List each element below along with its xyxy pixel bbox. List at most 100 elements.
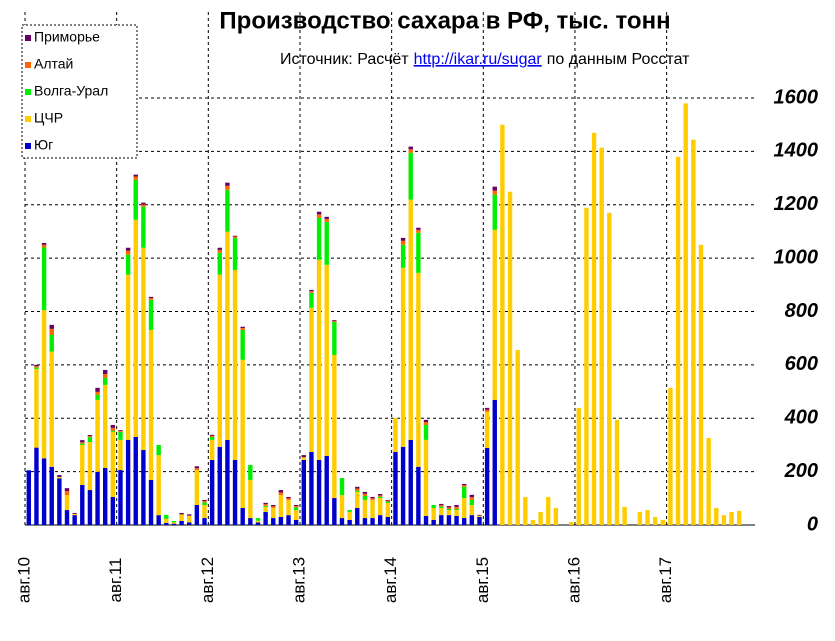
bar-segment <box>736 510 742 525</box>
bar-segment <box>316 217 322 260</box>
bar-segment <box>462 486 467 499</box>
bar-segment <box>240 326 245 329</box>
legend: Приморье Алтай Волга-Урал ЦЧР Юг <box>21 24 138 159</box>
bar-segment <box>362 499 368 519</box>
bar-segment <box>103 373 108 378</box>
bar-segment <box>217 274 222 447</box>
bar-segment <box>507 191 513 525</box>
bar-segment <box>393 451 398 525</box>
bar-segment <box>125 274 131 440</box>
bar-segment <box>439 505 444 507</box>
bar-segment <box>339 518 345 525</box>
y-tick-label: 800 <box>785 300 818 322</box>
bar-segment <box>484 407 490 410</box>
bar-segment <box>400 244 406 268</box>
bar-segment <box>133 179 138 220</box>
bar-segment <box>271 506 276 508</box>
bar-segment <box>187 515 192 523</box>
bar-segment <box>500 124 505 525</box>
bar-segment <box>416 227 421 230</box>
bar-segment <box>263 511 268 525</box>
bar-segment <box>41 244 47 248</box>
bar-segment <box>637 511 643 525</box>
bar-segment <box>546 496 551 525</box>
bar-segment <box>355 486 360 489</box>
bar-segment <box>446 507 452 509</box>
x-tick-label: авг.12 <box>198 557 217 603</box>
bar-segment <box>41 458 47 525</box>
bar-segment <box>57 475 62 477</box>
source-prefix: Источник: Расчёт <box>280 51 409 68</box>
bar-segment <box>469 504 475 516</box>
bar-segment <box>87 435 93 437</box>
bar-segment <box>141 206 146 248</box>
legend-label: ЦЧР <box>34 110 63 126</box>
bar-segment <box>103 377 108 385</box>
bar-segment <box>95 399 100 472</box>
bar-segment <box>622 506 627 525</box>
bar-segment <box>286 515 291 525</box>
bar-segment <box>209 439 215 460</box>
bar-segment <box>103 467 108 525</box>
bar-segment <box>187 514 192 516</box>
bar-segment <box>332 320 337 321</box>
bar-segment <box>278 492 284 496</box>
x-tick-label: авг.11 <box>106 558 125 603</box>
bar-segment <box>232 236 238 238</box>
bar-segment <box>492 194 497 230</box>
bar-segment <box>293 519 299 525</box>
bar-segment <box>362 491 368 494</box>
bar-segment <box>110 424 116 428</box>
bar-segment <box>431 519 436 525</box>
bar-segment <box>34 366 39 368</box>
legend-marker <box>25 35 31 41</box>
bar-segment <box>576 407 581 525</box>
bar-segment <box>316 214 322 218</box>
legend-marker <box>25 143 31 149</box>
bar-segment <box>721 515 727 525</box>
bar-segment <box>240 329 245 360</box>
bar-segment <box>385 499 391 501</box>
bar-segment <box>293 504 299 507</box>
bar-segment <box>240 507 245 525</box>
bar-segment <box>377 498 383 516</box>
bar-segment <box>530 519 536 525</box>
bar-segment <box>454 510 459 516</box>
bar-segment <box>691 139 696 525</box>
legend-marker <box>25 116 31 122</box>
bar-segment <box>347 519 352 525</box>
bar-segment <box>484 409 490 412</box>
bar-segment <box>477 514 482 516</box>
bar-segment <box>370 496 375 499</box>
bar-segment <box>324 264 329 456</box>
y-tick-label: 1200 <box>774 193 819 215</box>
source-link[interactable]: http://ikar.ru/sugar <box>414 51 543 68</box>
bar-segment <box>477 516 482 525</box>
bar-segment <box>301 459 306 525</box>
bar-segment <box>423 424 429 440</box>
bar-segment <box>110 430 116 432</box>
bar-segment <box>171 520 177 523</box>
bar-segment <box>103 369 108 374</box>
bar-segment <box>492 229 497 400</box>
chart-title: Производство сахара в РФ, тыс. тонн <box>219 7 670 34</box>
bar-segment <box>271 507 276 519</box>
bar-segment <box>714 507 719 525</box>
bar-segment <box>377 515 383 525</box>
bar-segment <box>462 483 467 486</box>
bar-segment <box>553 507 559 525</box>
bar-segment <box>118 470 123 525</box>
bar-segment <box>446 506 452 508</box>
bar-segment <box>484 411 490 448</box>
bar-segment <box>80 442 85 444</box>
bar-segment <box>668 387 673 525</box>
source: Источник: Расчёт http://ikar.ru/sugar по д… <box>280 51 690 68</box>
bar-segment <box>377 496 383 499</box>
bar-segment <box>423 419 429 422</box>
bar-segment <box>95 391 100 395</box>
bar-segment <box>462 498 467 519</box>
bar-segment <box>148 479 154 525</box>
bar-segment <box>599 147 604 526</box>
bar-segment <box>263 502 268 505</box>
